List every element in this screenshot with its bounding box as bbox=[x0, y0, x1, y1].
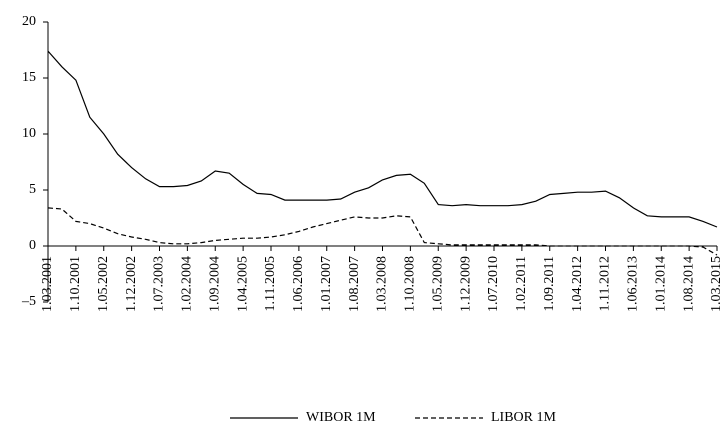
x-tick-label: 1.05.2009 bbox=[430, 256, 445, 312]
x-tick-label: 1.09.2004 bbox=[207, 256, 222, 312]
x-tick-label: 1.04.2012 bbox=[570, 256, 585, 312]
x-tick-label: 1.03.2015 bbox=[709, 256, 721, 312]
line bbox=[47, 50, 718, 228]
x-tick-label: 1.11.2012 bbox=[598, 256, 613, 311]
x-tick-label: 1.06.2013 bbox=[626, 256, 641, 312]
y-tick-label: 5 bbox=[29, 182, 36, 197]
x-tick-label: 1.10.2001 bbox=[68, 256, 83, 312]
x-tick-label: 1.04.2005 bbox=[235, 256, 250, 312]
y-tick-label: 15 bbox=[22, 70, 36, 85]
legend-label: LIBOR 1M bbox=[491, 410, 557, 425]
y-tick-label: 20 bbox=[22, 14, 36, 29]
x-tick-label: 1.01.2014 bbox=[653, 256, 668, 312]
x-tick-label: 1.11.2005 bbox=[263, 256, 278, 311]
x-tick-label: 1.08.2014 bbox=[681, 256, 696, 312]
x-tick-label: 1.05.2002 bbox=[96, 256, 111, 312]
x-tick-label: 1.12.2002 bbox=[124, 256, 139, 312]
x-tick-label: 1.08.2007 bbox=[347, 256, 362, 312]
x-tick-label: 1.10.2008 bbox=[403, 256, 418, 312]
y-tick-label: –5 bbox=[21, 294, 36, 309]
x-tick-label: 1.06.2006 bbox=[291, 256, 306, 312]
x-tick-label: 1.09.2011 bbox=[542, 256, 557, 311]
x-tick-label: 1.03.2008 bbox=[375, 256, 390, 312]
y-tick-label: 10 bbox=[22, 126, 36, 141]
x-tick-label: 1.07.2003 bbox=[152, 256, 167, 312]
x-tick-label: 1.02.2004 bbox=[180, 256, 195, 312]
x-tick-label: 1.03.2001 bbox=[40, 256, 55, 312]
line bbox=[47, 207, 718, 256]
x-tick-label: 1.02.2011 bbox=[514, 256, 529, 311]
y-tick-label: 0 bbox=[29, 238, 36, 253]
legend-label: WIBOR 1M bbox=[306, 410, 376, 425]
x-tick-label: 1.01.2007 bbox=[319, 256, 334, 312]
x-tick-label: 1.12.2009 bbox=[458, 256, 473, 312]
x-tick-label: 1.07.2010 bbox=[486, 256, 501, 312]
